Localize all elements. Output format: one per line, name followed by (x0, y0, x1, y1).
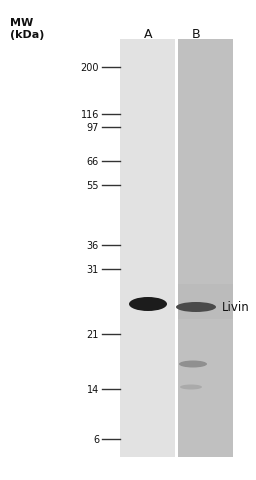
Text: 36: 36 (87, 240, 99, 251)
Text: 14: 14 (87, 384, 99, 394)
Bar (178, 40, 233, 457)
Text: A: A (144, 28, 152, 41)
Bar (178, 285, 233, 319)
Ellipse shape (129, 298, 167, 312)
Text: 200: 200 (80, 63, 99, 73)
Text: 116: 116 (81, 110, 99, 120)
Text: 66: 66 (87, 156, 99, 167)
Ellipse shape (176, 302, 216, 312)
Text: 31: 31 (87, 264, 99, 275)
Text: 55: 55 (87, 180, 99, 191)
Text: B: B (192, 28, 200, 41)
Ellipse shape (179, 361, 207, 368)
Bar (120, 40, 175, 457)
Text: MW
(kDa): MW (kDa) (10, 18, 44, 39)
Text: Livin: Livin (222, 301, 250, 314)
Ellipse shape (180, 384, 202, 390)
Text: 21: 21 (87, 329, 99, 339)
Text: 97: 97 (87, 123, 99, 133)
Text: 6: 6 (93, 434, 99, 444)
